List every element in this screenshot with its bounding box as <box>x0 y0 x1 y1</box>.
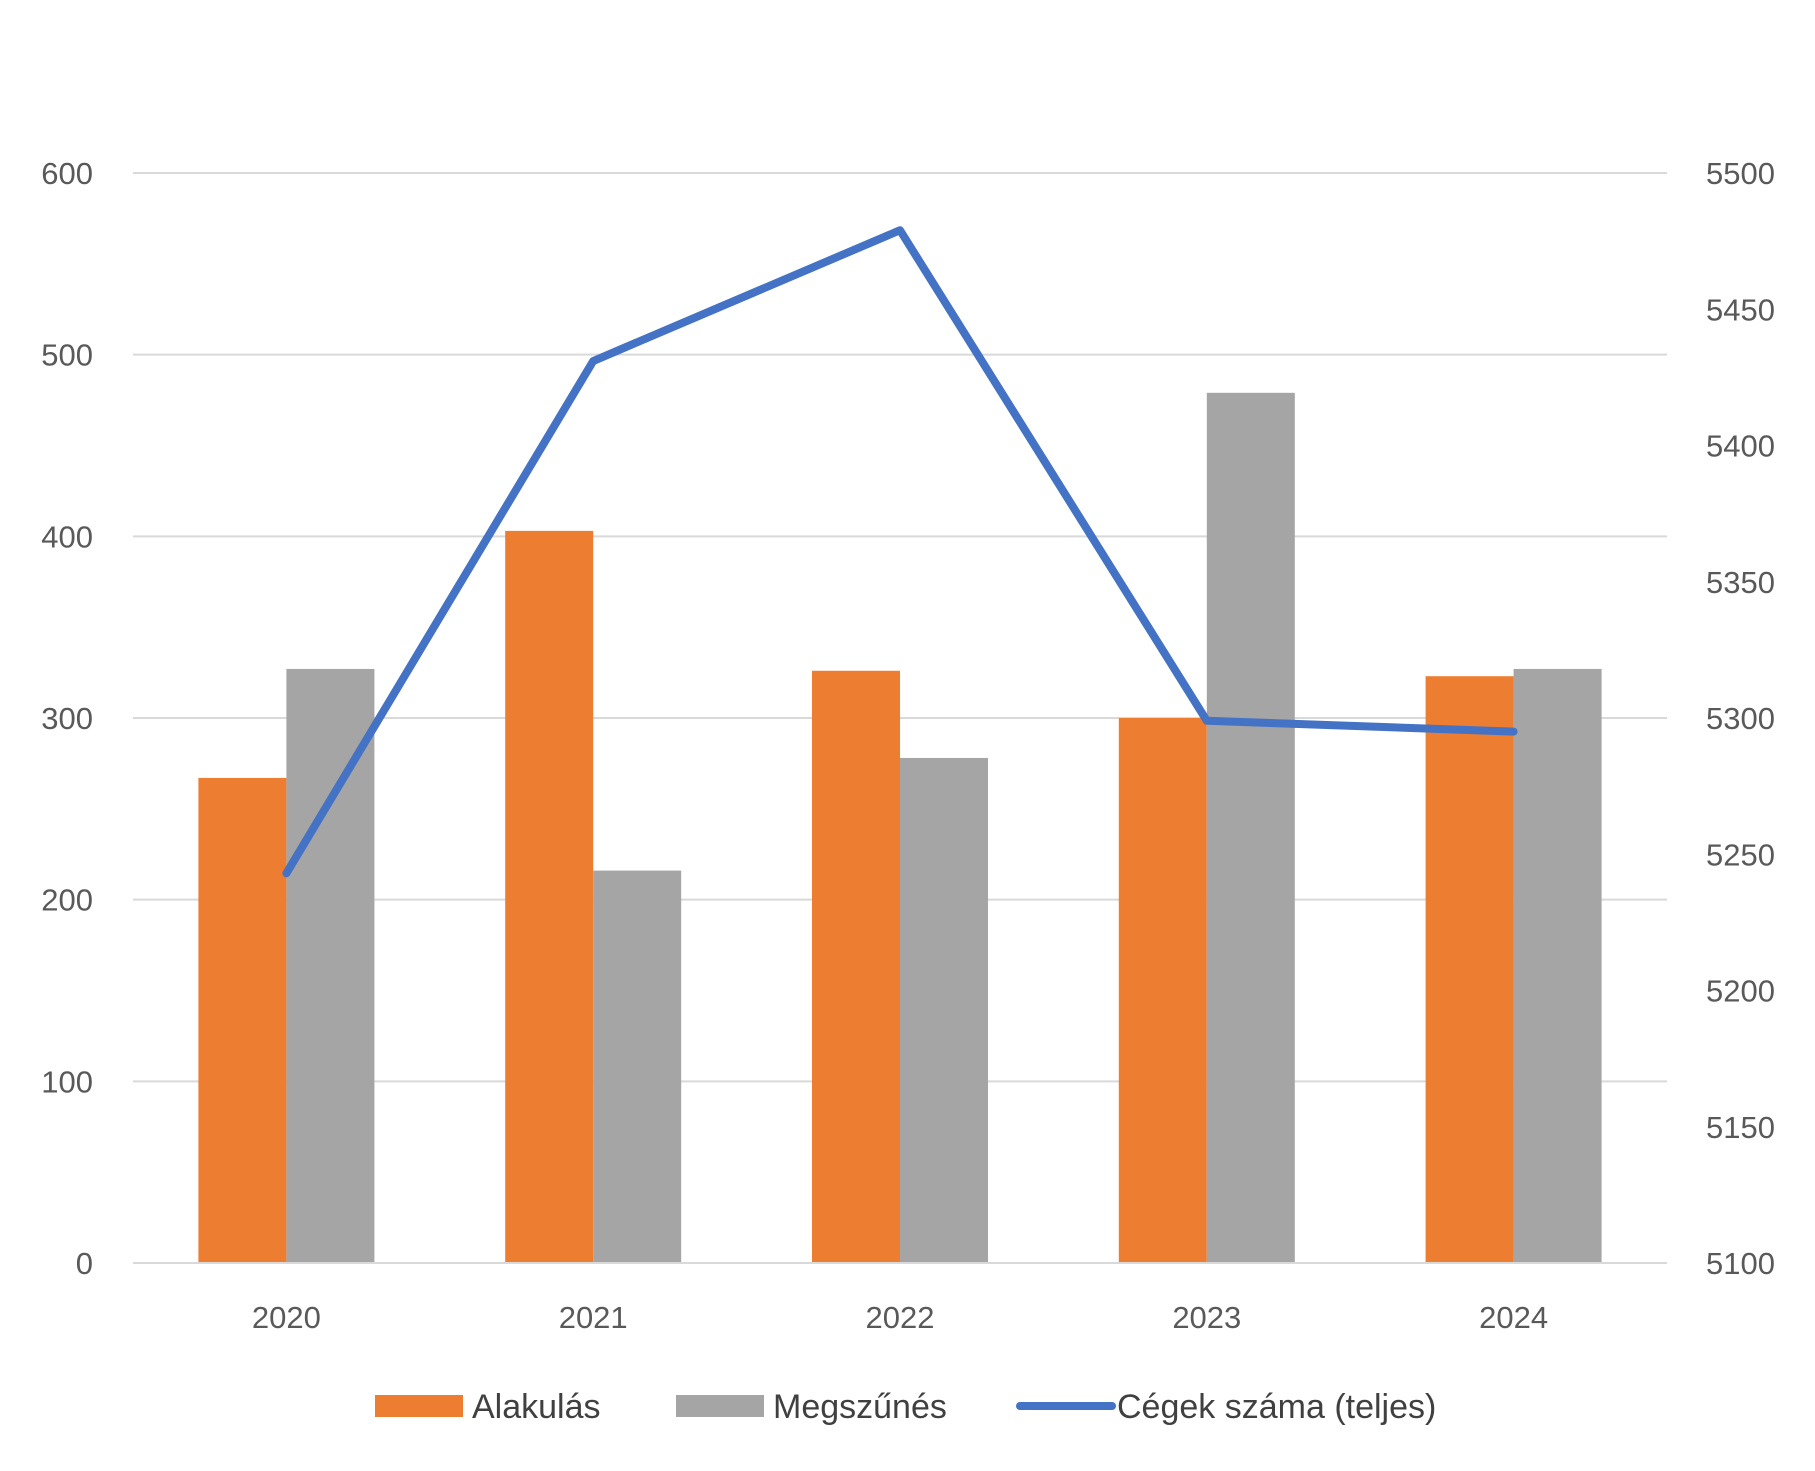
right-axis-ticks: 5100 5150 5200 5250 5300 5350 5400 5450 5500 <box>1706 156 1775 1281</box>
bar-megszunes <box>1513 668 1602 1263</box>
right-tick-label: 5100 <box>1706 1246 1775 1281</box>
bar-alakulas <box>505 530 594 1263</box>
legend-swatch <box>375 1395 463 1417</box>
x-tick-label: 2024 <box>1479 1300 1548 1335</box>
bar-alakulas <box>198 777 287 1263</box>
right-tick-label: 5450 <box>1706 292 1775 327</box>
right-tick-label: 5400 <box>1706 429 1775 464</box>
right-tick-label: 5200 <box>1706 974 1775 1009</box>
x-tick-label: 2023 <box>1172 1300 1241 1335</box>
left-tick-label: 100 <box>41 1064 93 1099</box>
legend-swatch <box>676 1395 764 1417</box>
left-tick-label: 0 <box>76 1246 93 1281</box>
right-tick-label: 5250 <box>1706 837 1775 872</box>
bar-megszunes <box>1206 392 1295 1264</box>
legend-label: Cégek száma (teljes) <box>1117 1388 1436 1426</box>
right-tick-label: 5500 <box>1706 156 1775 191</box>
bar-alakulas <box>1425 676 1514 1263</box>
left-tick-label: 300 <box>41 701 93 736</box>
left-tick-label: 500 <box>41 338 93 373</box>
line-series <box>282 226 1518 878</box>
x-tick-label: 2022 <box>866 1300 935 1335</box>
right-tick-label: 5300 <box>1706 701 1775 736</box>
bar-alakulas <box>812 670 900 1263</box>
left-tick-label: 200 <box>41 883 93 918</box>
legend-label: Megszűnés <box>773 1388 947 1426</box>
right-tick-label: 5150 <box>1706 1110 1775 1145</box>
x-axis-ticks: 2020 2021 2022 2023 2024 <box>252 1300 1548 1335</box>
left-tick-label: 400 <box>41 519 93 554</box>
legend: Alakulás Megszűnés Cégek száma (teljes) <box>375 1388 1436 1426</box>
x-tick-label: 2021 <box>559 1300 628 1335</box>
right-tick-label: 5350 <box>1706 565 1775 600</box>
bar-megszunes <box>593 870 682 1263</box>
x-tick-label: 2020 <box>252 1300 321 1335</box>
bar-megszunes <box>900 757 988 1263</box>
bar-series <box>133 392 1667 1264</box>
bar-alakulas <box>1118 718 1207 1263</box>
left-axis-ticks: 0 100 200 300 400 500 600 <box>41 156 93 1281</box>
bar-megszunes <box>286 668 375 1263</box>
left-tick-label: 600 <box>41 156 93 191</box>
legend-label: Alakulás <box>472 1388 601 1426</box>
